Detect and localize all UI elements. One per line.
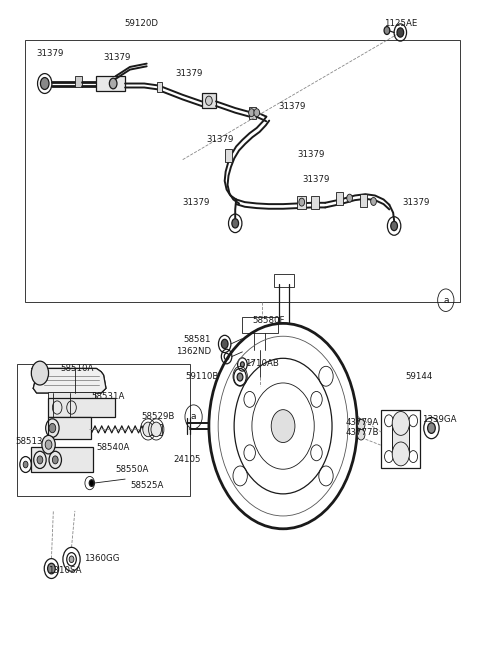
Text: 31379: 31379 xyxy=(206,135,234,144)
Text: 31379: 31379 xyxy=(403,199,430,207)
Bar xyxy=(44,441,53,449)
Circle shape xyxy=(254,109,260,117)
Circle shape xyxy=(69,556,74,562)
Circle shape xyxy=(240,362,244,367)
Circle shape xyxy=(347,194,352,202)
Polygon shape xyxy=(32,369,106,393)
Text: 58540A: 58540A xyxy=(96,444,130,452)
Circle shape xyxy=(357,430,365,440)
Bar xyxy=(359,420,363,433)
Text: 31379: 31379 xyxy=(175,69,203,78)
Circle shape xyxy=(45,440,52,450)
Text: 1362ND: 1362ND xyxy=(176,347,211,357)
Circle shape xyxy=(109,78,117,89)
Circle shape xyxy=(48,563,55,574)
Circle shape xyxy=(151,422,161,437)
Bar xyxy=(48,417,91,440)
Text: a: a xyxy=(443,295,448,305)
Bar xyxy=(152,424,162,435)
Text: 58550A: 58550A xyxy=(116,465,149,474)
Text: 43779A: 43779A xyxy=(345,418,379,427)
Bar xyxy=(48,392,96,402)
Bar xyxy=(381,410,420,468)
Circle shape xyxy=(428,423,435,434)
Text: 59110B: 59110B xyxy=(185,372,218,381)
Bar xyxy=(392,424,409,454)
Text: 31379: 31379 xyxy=(302,175,330,184)
Bar xyxy=(242,317,278,333)
Circle shape xyxy=(52,456,58,464)
Circle shape xyxy=(40,78,49,90)
Text: 31379: 31379 xyxy=(104,52,131,62)
Text: 1360GG: 1360GG xyxy=(84,554,120,563)
Circle shape xyxy=(392,442,409,466)
Bar xyxy=(360,194,367,207)
Bar xyxy=(24,41,460,302)
Circle shape xyxy=(271,410,295,442)
Bar xyxy=(31,448,93,473)
Text: 31379: 31379 xyxy=(298,150,325,159)
Text: 43777B: 43777B xyxy=(345,428,379,437)
Text: 58510A: 58510A xyxy=(60,364,94,373)
Circle shape xyxy=(391,221,397,230)
Text: 59144: 59144 xyxy=(405,372,432,381)
Text: 1710AB: 1710AB xyxy=(245,359,279,368)
Text: a: a xyxy=(191,412,196,422)
Circle shape xyxy=(42,436,55,454)
Circle shape xyxy=(37,456,43,464)
Text: 58513: 58513 xyxy=(15,437,43,446)
Bar xyxy=(75,76,82,88)
Circle shape xyxy=(299,198,305,206)
Circle shape xyxy=(23,461,28,468)
Text: 58529B: 58529B xyxy=(142,412,175,421)
Circle shape xyxy=(357,420,365,430)
Text: 59120D: 59120D xyxy=(125,19,159,29)
Circle shape xyxy=(249,109,254,117)
Text: 58531A: 58531A xyxy=(92,392,125,401)
Bar xyxy=(298,195,306,208)
Circle shape xyxy=(232,218,239,228)
Text: 31379: 31379 xyxy=(278,102,306,111)
Circle shape xyxy=(67,552,76,566)
Text: 31379: 31379 xyxy=(182,199,210,207)
Text: 24105: 24105 xyxy=(173,455,201,463)
Text: 1125AE: 1125AE xyxy=(384,19,417,29)
Bar xyxy=(202,94,216,108)
Circle shape xyxy=(237,373,243,381)
Bar xyxy=(311,195,320,208)
Bar xyxy=(48,398,115,417)
Circle shape xyxy=(371,197,376,205)
Bar xyxy=(392,424,409,454)
Bar xyxy=(157,82,162,92)
Bar xyxy=(17,364,190,496)
Text: 1310SA: 1310SA xyxy=(48,566,81,575)
Bar xyxy=(275,274,294,287)
Bar xyxy=(336,191,343,205)
Bar xyxy=(225,149,232,163)
Text: 1339GA: 1339GA xyxy=(422,415,456,424)
Text: 31379: 31379 xyxy=(36,49,64,58)
Circle shape xyxy=(205,96,212,106)
Circle shape xyxy=(89,480,94,487)
Circle shape xyxy=(397,28,404,37)
Circle shape xyxy=(31,361,48,385)
Text: 58581: 58581 xyxy=(184,335,211,345)
Text: 58525A: 58525A xyxy=(130,481,163,490)
Text: 58580F: 58580F xyxy=(252,315,285,325)
Bar xyxy=(249,107,256,119)
Circle shape xyxy=(49,424,56,433)
Circle shape xyxy=(221,339,228,349)
Circle shape xyxy=(143,422,154,437)
Bar xyxy=(96,76,125,91)
Circle shape xyxy=(392,412,409,436)
Circle shape xyxy=(384,27,390,35)
